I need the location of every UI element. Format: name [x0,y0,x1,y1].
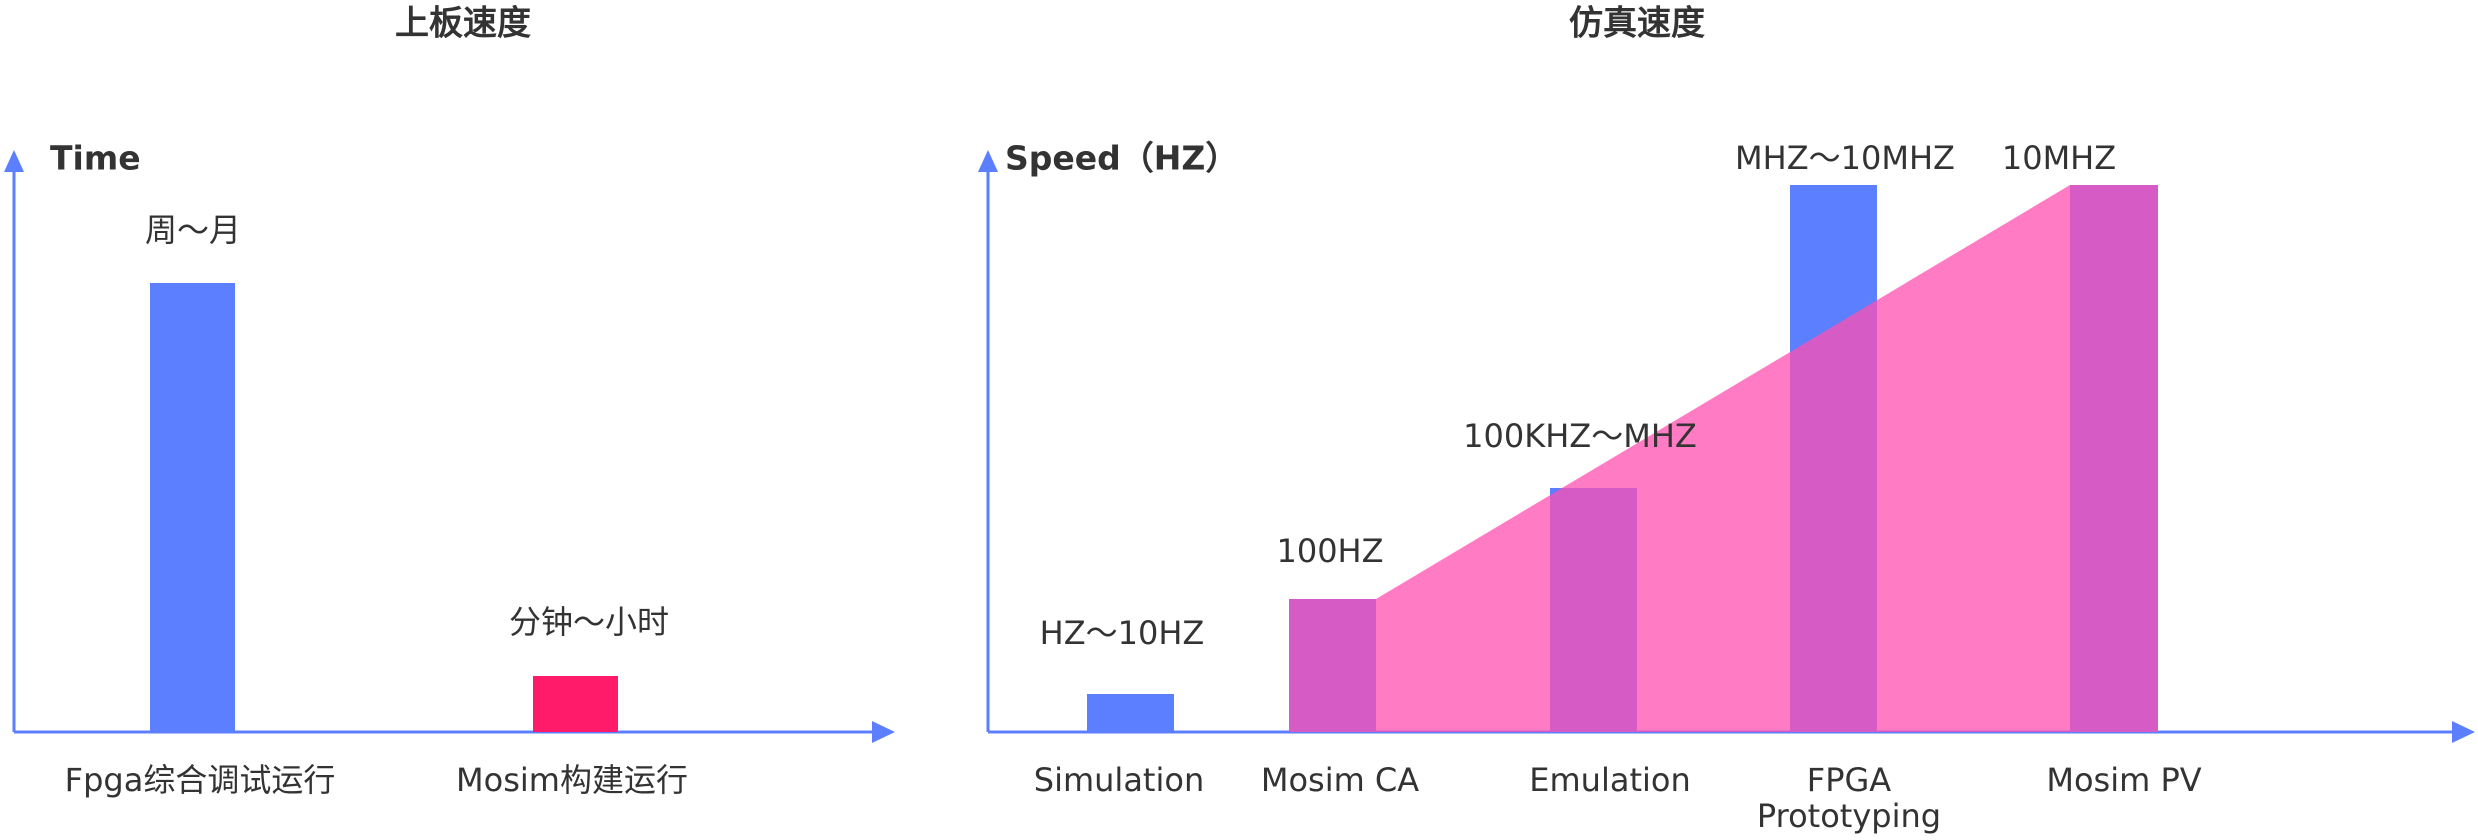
y-arrow [4,150,24,172]
bar-label: 分钟～小时 [509,603,669,641]
category-label: Mosim构建运行 [456,761,688,799]
category-label: Prototyping [1757,797,1941,835]
category-label: Simulation [1034,761,1204,799]
axis-label: Speed（HZ） [1005,139,1238,178]
y-arrow [978,150,998,172]
bar-label: 100KHZ～MHZ [1463,417,1697,455]
category-label: FPGA [1807,761,1892,799]
x-arrow [2452,721,2475,743]
category-label: Emulation [1529,761,1690,799]
x-arrow [872,721,895,743]
category-label: Fpga综合调试运行 [65,761,336,799]
panel-title: 仿真速度 [1569,4,1705,44]
bar [1087,694,1174,732]
bar [533,676,618,732]
bar-label: 100HZ [1276,532,1383,570]
bar-label: 周～月 [145,211,241,249]
bar-label: 10MHZ [2002,139,2116,177]
bar [150,283,235,732]
bar-label: HZ～10HZ [1040,614,1205,652]
category-label: Mosim PV [2046,761,2201,799]
left-panel: 上板速度 Time 周～月 分钟～小时 Fpga综合调试运行 Mosim构建运行 [4,4,895,799]
panel-title: 上板速度 [395,4,531,44]
category-label: Mosim CA [1261,761,1419,799]
right-panel: 仿真速度 Speed（HZ） HZ～10HZ 100HZ 100KHZ～MHZ … [978,4,2475,835]
trend-area [1289,185,2158,732]
axis-label: Time [50,139,141,178]
bar-label: MHZ～10MHZ [1735,139,1955,177]
